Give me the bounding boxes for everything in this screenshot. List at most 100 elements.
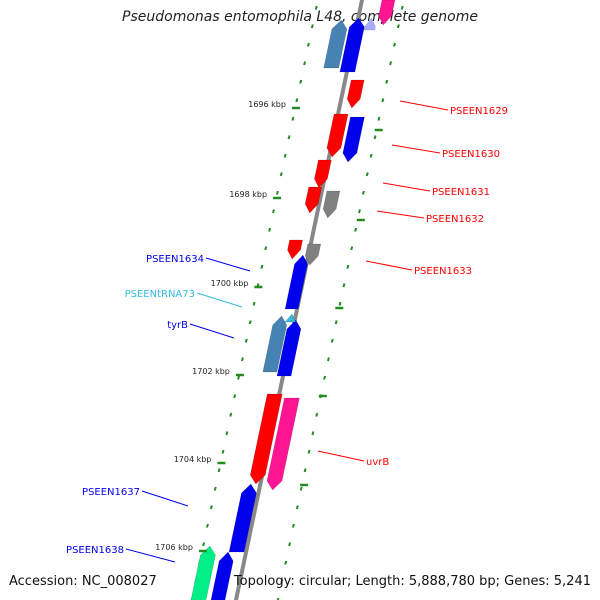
right-track-dot [323,375,327,380]
right-track-dot [311,431,315,436]
right-track-dot [350,246,354,251]
gene-arrow-pseen1629 [346,79,365,109]
gene-arrow-pseen1633-red [287,239,303,260]
scale-tick-label: 1698 kbp [229,190,267,199]
right-track-dot [342,283,346,288]
right-track-dot [369,153,373,158]
right-track-dot [361,190,365,195]
left-track-dot [287,135,291,140]
gene-features-layer [190,0,396,600]
right-track-dot [284,560,288,565]
left-track-dot [244,338,248,343]
gene-label-uvrb: uvrB [366,457,389,468]
gene-label-line [376,210,425,219]
left-track-dot [225,431,229,436]
gene-label-pseen1633: PSEEN1633 [414,266,472,277]
gene-label-line [317,450,365,462]
left-track-dot [272,209,275,214]
right-track-dot [358,209,361,214]
gene-labels-layer: PSEEN1629 PSEEN1630 PSEEN1631 PSEEN1632 PSEE… [66,100,508,563]
right-track-dot [307,449,311,454]
scale-ticks-layer: 1696 kbp 1698 kbp 1700 kbp 1702 kbp 1704 kbp… [155,100,383,553]
gene-label-line [382,182,431,192]
left-track-dot [229,412,233,417]
gene-label-tyrb: tyrB [167,320,188,331]
scale-tick-label: 1706 kbp [155,543,193,552]
gene-arrow-pseen1632-red [304,186,323,214]
right-track-dot [326,357,330,362]
left-track-dot [221,449,225,454]
left-track-dot [217,468,221,473]
right-track-dot [295,505,299,510]
gene-arrow-uvrb-pink [266,397,300,491]
gene-arrow-tyrb-steelblue [262,315,288,373]
left-track-dot [275,190,279,195]
right-track-dot [400,5,404,10]
left-track-dot [314,5,318,10]
gene-label-line [141,490,189,507]
left-track-dot [233,394,237,399]
genome-summary-label: Topology: circular; Length: 5,888,780 bp… [233,574,591,589]
gene-label-pseen1637: PSEEN1637 [82,487,140,498]
gene-arrow-pseen1630-red [326,113,349,158]
gene-label-line [205,257,251,272]
right-track-dot [377,116,381,121]
right-track-dot [334,320,338,325]
left-track-dot [213,486,217,491]
right-track-dot [354,227,358,232]
accession-label: Accession: NC_008027 [9,574,157,589]
gene-arrow-top-steelblue [323,19,348,69]
left-track-dot [303,61,307,66]
left-track-dot [295,98,299,103]
left-track-dot [283,153,287,158]
gene-label-pseen1638: PSEEN1638 [66,545,124,556]
right-track-dot [330,338,334,343]
left-track-dot [299,79,303,84]
right-track-dot [303,468,307,473]
right-track-dot [396,24,400,29]
right-track-dot [288,542,292,547]
gene-arrow-pseen1634 [284,254,308,310]
position-dots-layer [190,5,404,600]
gene-arrow-pseen1637 [228,483,257,553]
left-track-dot [252,301,256,306]
right-track-dot [346,264,350,269]
scale-tick-label: 1702 kbp [192,367,230,376]
gene-label-line [125,548,176,563]
gene-arrow-pseen1633-gray [304,243,322,266]
left-track-dot [307,42,310,47]
gene-label-line [391,144,441,154]
gene-arrow-top-blue [339,17,365,73]
gene-label-line [399,100,449,111]
right-track-dot [315,412,319,417]
left-track-dot [264,246,268,251]
left-track-dot [240,357,244,362]
gene-label-pseen1634: PSEEN1634 [146,254,204,265]
left-track-dot [291,116,295,121]
left-track-dot [279,172,283,177]
right-track-dot [280,579,284,584]
left-track-dot [237,375,241,380]
right-track-dot [365,172,369,177]
right-track-dot [299,486,303,491]
right-track-dot [291,523,295,528]
left-track-dot [248,320,252,325]
gene-arrow-pseen1638-teal [190,545,216,600]
gene-label-pseentrna73: PSEENtRNA73 [125,289,195,300]
gene-label-pseen1632: PSEEN1632 [426,214,484,225]
right-track-dot [338,301,342,306]
gene-arrow-pseen1631 [314,159,332,189]
gene-arrow-top-lavender [363,17,376,31]
gene-label-line [189,323,235,339]
gene-label-pseen1629: PSEEN1629 [450,106,508,117]
left-track-dot [209,505,213,510]
gene-arrow-pseen1630-blue [342,116,365,163]
gene-arrow-uvrb-red [249,393,283,485]
left-track-dot [310,24,314,29]
left-track-dot [260,264,264,269]
gene-arrow-pseen1632-gray [322,190,341,219]
right-track-dot [381,98,385,103]
gene-label-pseen1631: PSEEN1631 [432,187,490,198]
left-track-dot [268,227,272,232]
